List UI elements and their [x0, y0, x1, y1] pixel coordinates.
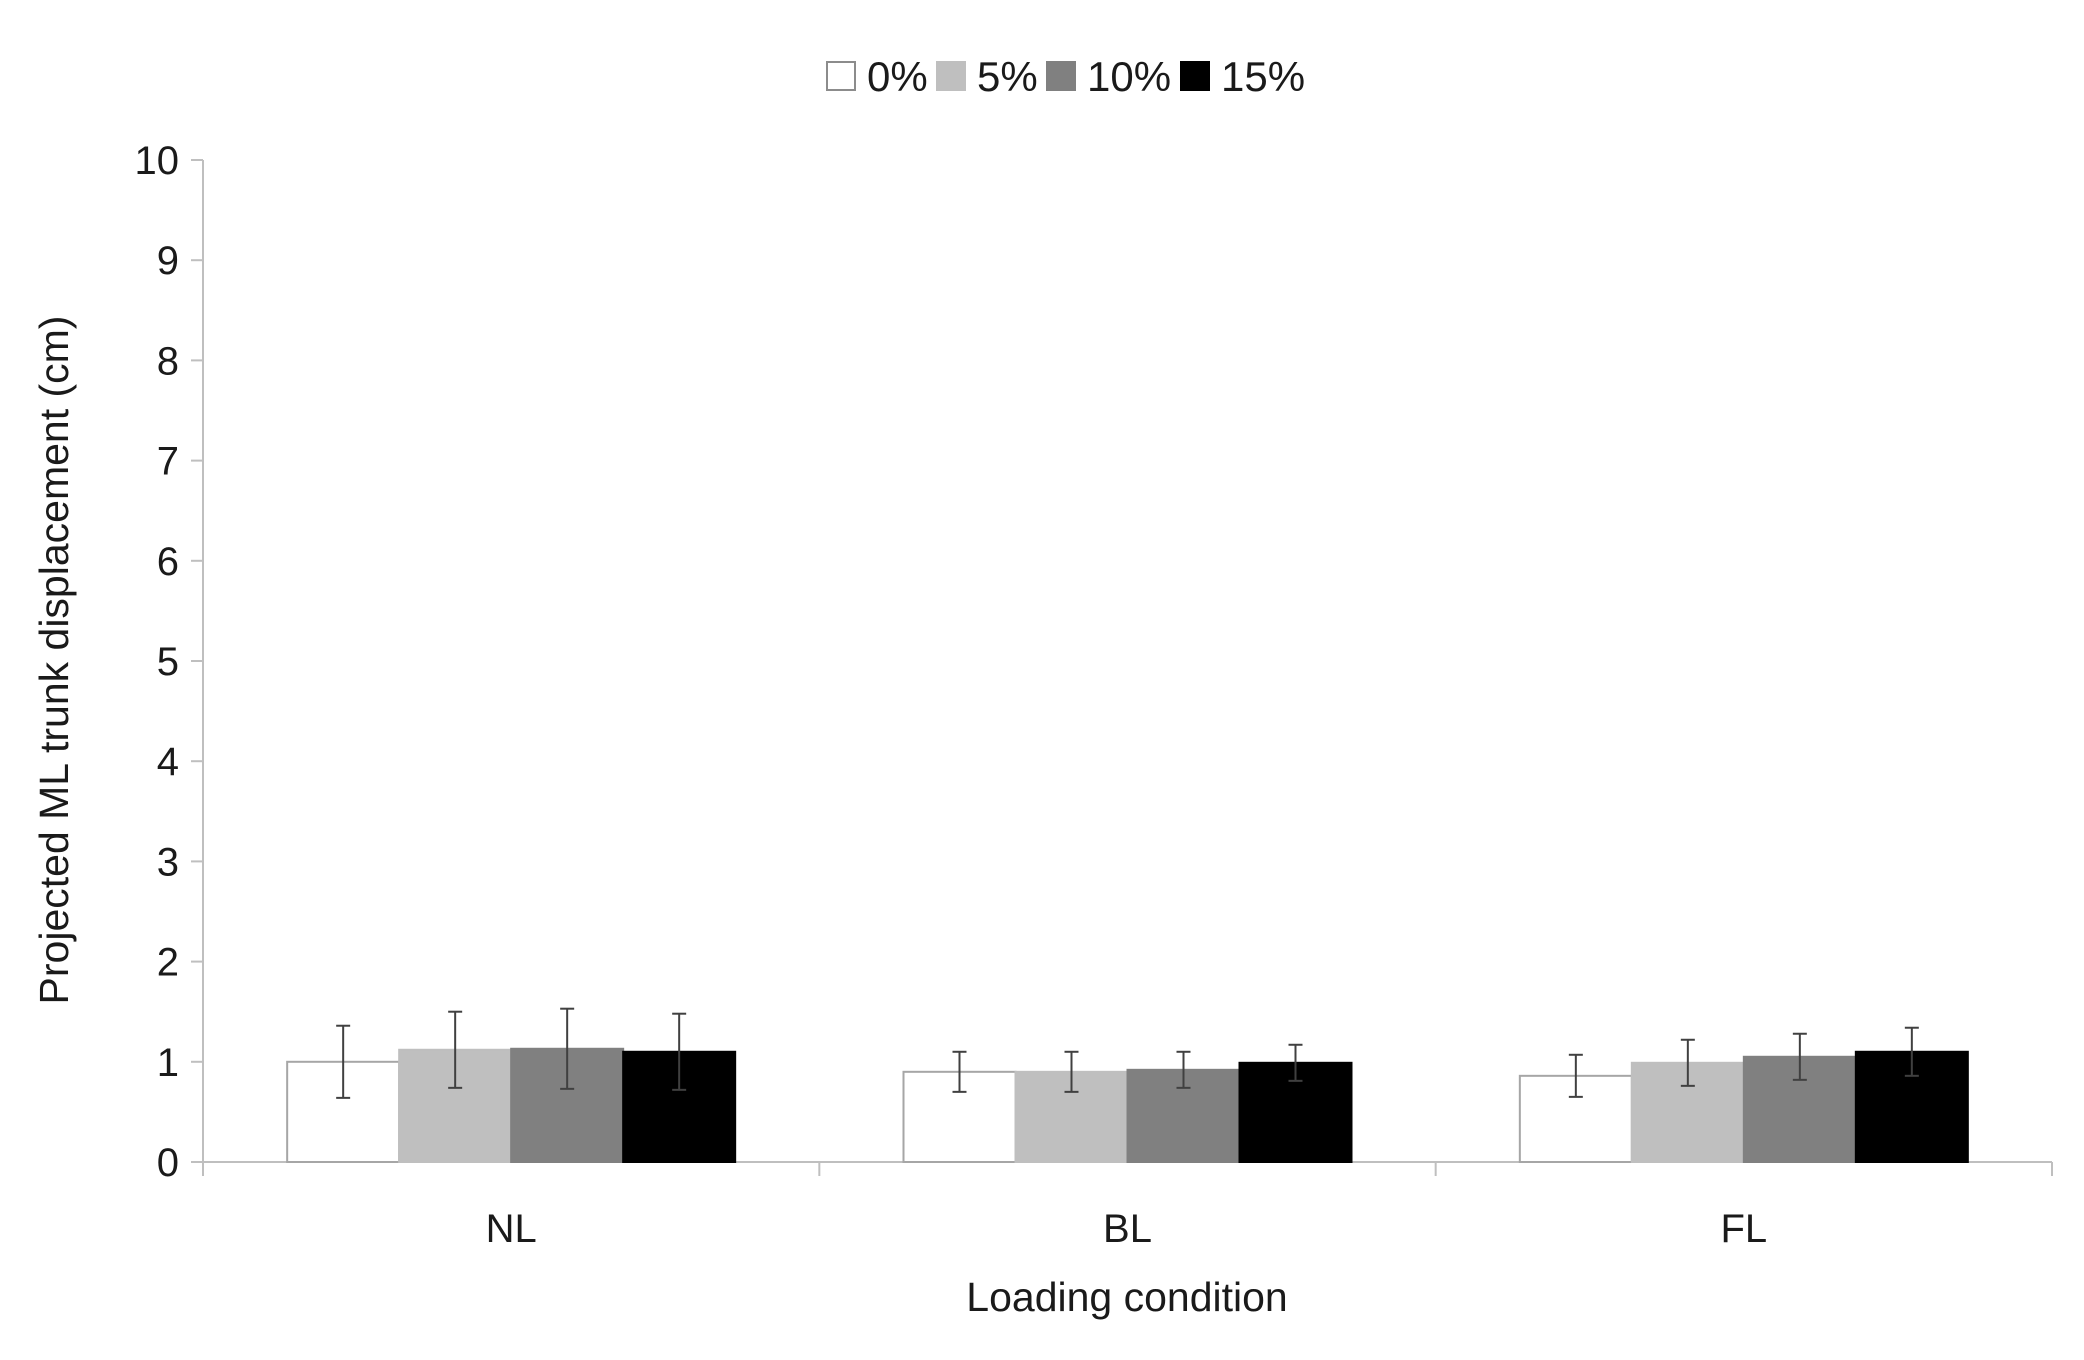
legend-label: 5% — [977, 53, 1038, 100]
y-tick-label: 0 — [157, 1141, 179, 1185]
y-tick-label: 1 — [157, 1041, 179, 1085]
legend-swatch — [936, 61, 966, 91]
legend-swatch — [826, 61, 856, 91]
x-axis: NL BL FL — [202, 1161, 2053, 1251]
legend-swatch — [1046, 61, 1076, 91]
legend-swatch — [1180, 61, 1210, 91]
legend-label: 0% — [867, 53, 928, 100]
y-tick-label: 10 — [135, 139, 180, 183]
legend-label: 10% — [1087, 53, 1171, 100]
y-tick-label: 2 — [157, 941, 179, 985]
y-tick-label: 3 — [157, 840, 179, 884]
y-tick-label: 5 — [157, 640, 179, 684]
legend: 0% 5% 10% 15% — [826, 53, 1305, 100]
y-tick-label: 7 — [157, 440, 179, 484]
x-axis-title: Loading condition — [966, 1274, 1287, 1320]
x-tick-label: NL — [486, 1207, 537, 1251]
y-tick-label: 9 — [157, 239, 179, 283]
bars — [286, 1047, 1969, 1164]
y-tick-label: 8 — [157, 339, 179, 383]
y-tick-label: 4 — [157, 740, 179, 784]
error-bars — [336, 1007, 1919, 1099]
y-axis: 0 1 2 3 4 5 6 7 8 9 10 — [135, 139, 204, 1185]
y-tick-label: 6 — [157, 540, 179, 584]
y-axis-title: Projected ML trunk displacement (cm) — [31, 316, 77, 1005]
x-tick-label: FL — [1720, 1207, 1767, 1251]
legend-label: 15% — [1221, 53, 1305, 100]
x-tick-label: BL — [1103, 1207, 1152, 1251]
